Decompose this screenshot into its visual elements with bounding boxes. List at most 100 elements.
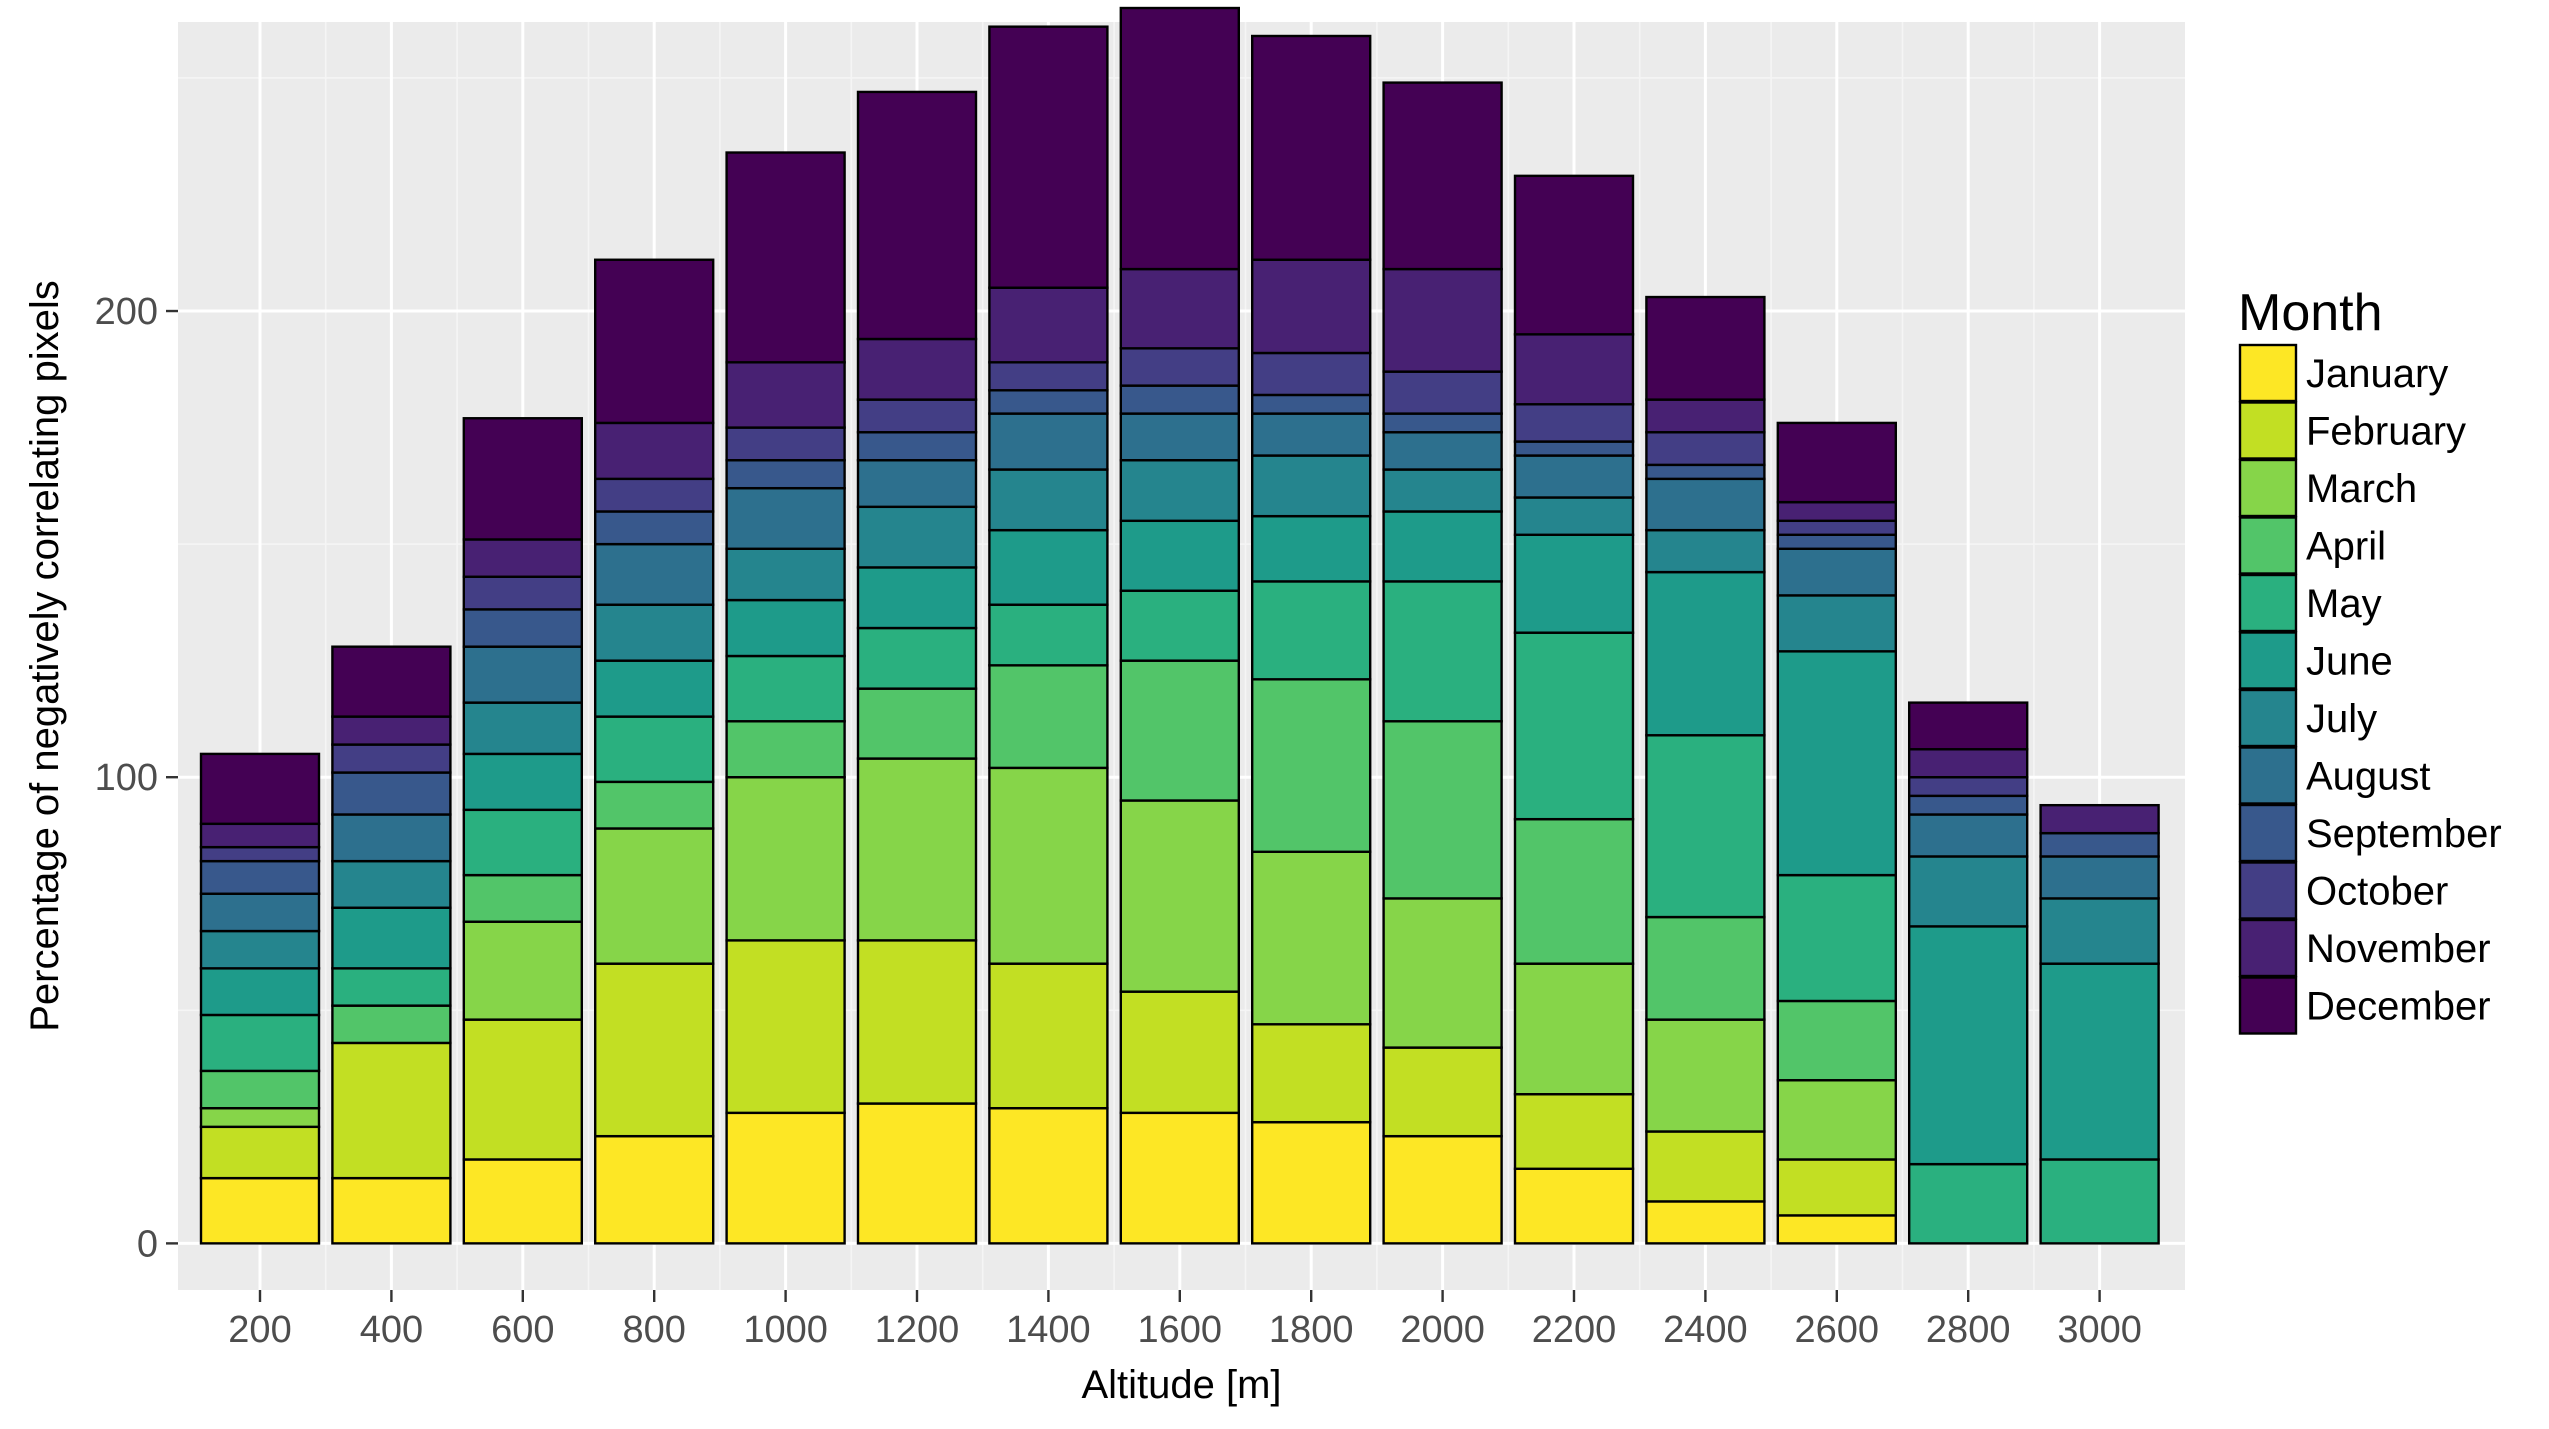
bar-segment-may-1800 (1250, 580, 1372, 681)
bar-segment-june-1000 (725, 598, 846, 658)
bar-segment-september-2600 (1776, 533, 1898, 550)
bar-segment-august-3000 (2039, 855, 2160, 900)
bar-segment-april-800 (594, 780, 715, 830)
bar-segment-may-3000 (2039, 1158, 2160, 1245)
bar-segment-february-2200 (1513, 1093, 1635, 1170)
bar-segment-december-600 (462, 417, 583, 541)
bar-segment-march-2200 (1513, 962, 1635, 1096)
bar-stack-800 (594, 258, 715, 1245)
bar-segment-august-1600 (1119, 412, 1241, 462)
x-tick-label: 600 (491, 1309, 554, 1351)
bar-segment-november-400 (331, 715, 452, 746)
bar-segment-june-3000 (2039, 962, 2160, 1161)
bar-segment-september-600 (462, 608, 583, 648)
legend-item-november: November (2238, 918, 2491, 978)
bar-segment-july-1200 (856, 505, 978, 569)
x-tick-label: 2200 (1532, 1309, 1617, 1351)
bar-segment-september-2800 (1907, 794, 2029, 816)
bar-segment-november-200 (199, 822, 321, 849)
bar-segment-july-1400 (988, 468, 1109, 532)
bar-segment-december-2800 (1907, 701, 2029, 751)
bar-segment-april-1400 (988, 664, 1109, 770)
bar-segment-october-2000 (1382, 370, 1503, 415)
bar-segment-december-800 (594, 258, 715, 425)
x-axis: 200 400 600 800 1000 1200 1400 1600 1800 2000 2200… (228, 1290, 2142, 1351)
bar-stack-400 (331, 645, 452, 1245)
x-tick-label: 2400 (1663, 1309, 1748, 1351)
legend-label: September (2306, 812, 2502, 856)
legend-label: January (2306, 352, 2448, 396)
bar-segment-june-200 (199, 967, 321, 1017)
y-tick-label: 0 (137, 1223, 158, 1265)
legend-key-january (2238, 343, 2298, 403)
bar-segment-january-2400 (1645, 1200, 1766, 1245)
bar-stack-2600 (1776, 421, 1898, 1245)
bar-segment-november-2400 (1645, 398, 1766, 434)
bar-segment-december-400 (331, 645, 452, 718)
legend-key-december (2238, 976, 2298, 1035)
bar-segment-february-2400 (1645, 1130, 1766, 1203)
bar-stack-600 (462, 417, 583, 1245)
bar-segment-june-800 (594, 659, 715, 718)
bar-segment-december-2400 (1645, 295, 1766, 401)
legend-item-april: April (2238, 516, 2386, 575)
bar-segment-october-1800 (1250, 351, 1372, 397)
bar-segment-march-2400 (1645, 1018, 1766, 1133)
bar-segment-may-2200 (1513, 631, 1635, 821)
bar-segment-may-1600 (1119, 589, 1241, 662)
bar-segment-november-800 (594, 421, 715, 481)
bar-segment-may-800 (594, 715, 715, 784)
bar-segment-september-1000 (725, 459, 846, 490)
bar-segment-september-2200 (1513, 440, 1635, 457)
bar-segment-october-1200 (856, 398, 978, 434)
bar-segment-july-1000 (725, 547, 846, 602)
bar-segment-february-1600 (1119, 990, 1241, 1115)
bar-segment-september-400 (331, 771, 452, 816)
bar-segment-february-1800 (1250, 1023, 1372, 1124)
legend-item-may: May (2238, 573, 2382, 633)
x-tick-label: 1400 (1006, 1309, 1091, 1351)
bar-stack-1200 (856, 90, 978, 1245)
legend-item-september: September (2238, 803, 2502, 863)
bar-segment-april-2400 (1645, 915, 1766, 1021)
bar-segment-june-600 (462, 752, 583, 812)
bar-segment-august-2800 (1907, 813, 2029, 858)
bar-segment-october-1400 (988, 361, 1109, 392)
bar-segment-july-3000 (2039, 897, 2160, 965)
bar-segment-august-600 (462, 645, 583, 704)
legend-label: November (2306, 927, 2491, 971)
bar-segment-november-2800 (1907, 748, 2029, 779)
bar-segment-november-2000 (1382, 267, 1503, 373)
bar-segment-january-1400 (988, 1106, 1109, 1245)
bar-segment-may-1400 (988, 603, 1109, 667)
bar-segment-march-1800 (1250, 850, 1372, 1026)
legend-item-march: March (2238, 458, 2417, 518)
bar-segment-june-2600 (1776, 650, 1898, 877)
bar-segment-may-200 (199, 1013, 321, 1073)
bar-segment-december-1400 (988, 25, 1109, 289)
bar-segment-march-2000 (1382, 897, 1503, 1049)
bar-segment-july-800 (594, 603, 715, 662)
legend-items: January February March April May June July Augu… (2238, 343, 2502, 1035)
bar-segment-april-600 (462, 873, 583, 923)
bar-segment-march-600 (462, 920, 583, 1021)
bar-segment-july-1600 (1119, 459, 1241, 523)
legend-item-july: July (2238, 688, 2377, 748)
bar-segment-august-1000 (725, 486, 846, 550)
bar-segment-august-1400 (988, 412, 1109, 471)
bar-segment-may-1000 (725, 654, 846, 723)
bar-segment-january-400 (331, 1176, 452, 1245)
bar-segment-february-400 (331, 1041, 452, 1180)
bar-segment-november-3000 (2039, 803, 2160, 835)
legend-item-january: January (2238, 343, 2448, 403)
bar-stack-2000 (1382, 81, 1503, 1245)
legend-key-july (2238, 688, 2298, 748)
bar-segment-may-2800 (1907, 1162, 2029, 1245)
bar-segment-november-2600 (1776, 500, 1898, 523)
legend-label: May (2306, 582, 2382, 626)
bar-stack-2200 (1513, 174, 1635, 1245)
bar-segment-march-200 (199, 1106, 321, 1129)
bar-segment-october-2800 (1907, 776, 2029, 798)
x-tick-label: 800 (622, 1309, 685, 1351)
bar-segment-september-3000 (2039, 831, 2160, 858)
